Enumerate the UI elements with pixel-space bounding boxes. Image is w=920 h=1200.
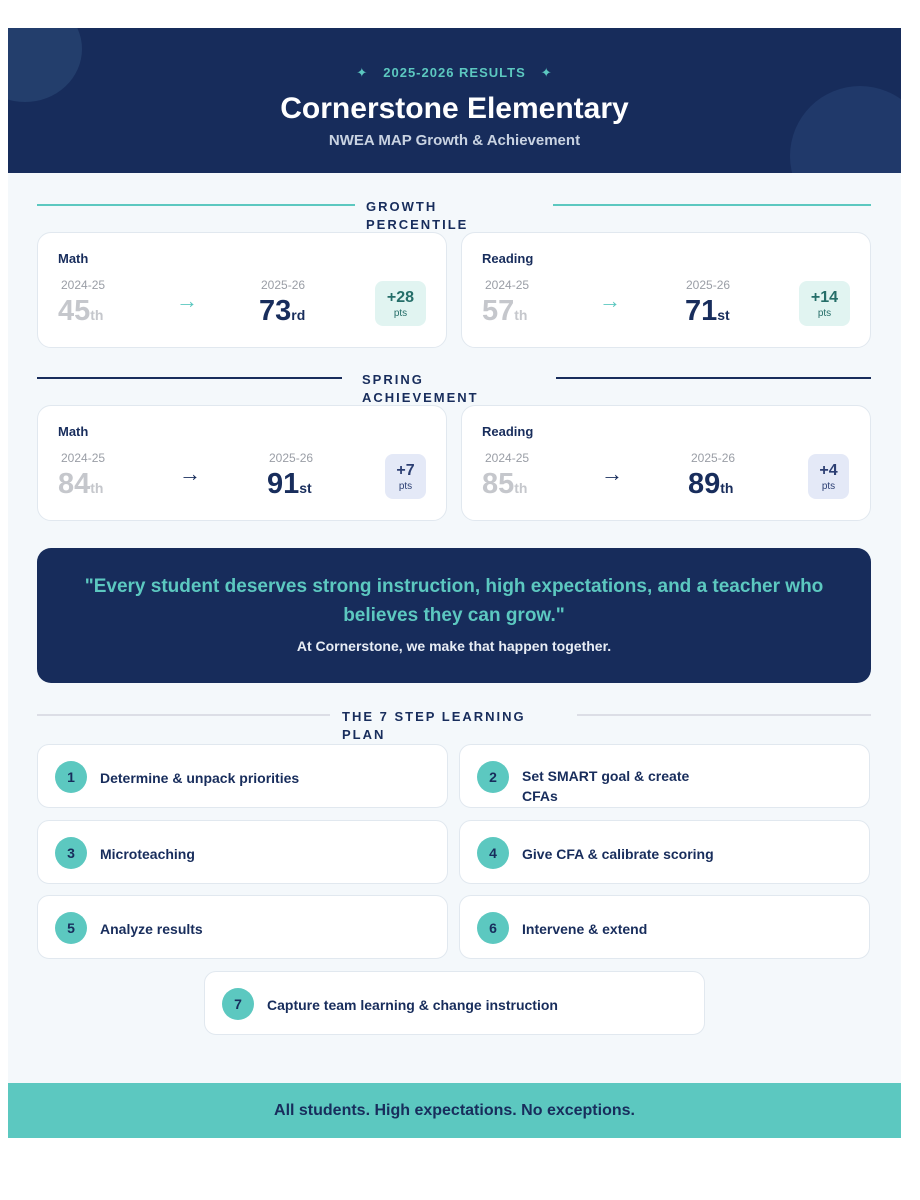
growth-delta-badge: +14 pts	[799, 281, 850, 326]
plan-step-4: 4 Give CFA & calibrate scoring	[459, 820, 870, 884]
header-banner: ✦ 2025-2026 RESULTS ✦ Cornerstone Elementa…	[8, 28, 901, 173]
subject-label: Math	[58, 424, 89, 439]
mission-quote: "Every student deserves strong instructi…	[37, 548, 871, 683]
divider-line	[37, 377, 342, 379]
sparkle-icon: ✦	[540, 65, 553, 80]
plan-step-7: 7 Capture team learning & change instruc…	[204, 971, 705, 1035]
arrow-right-icon: →	[179, 461, 201, 486]
arrow-right-icon: →	[176, 288, 198, 313]
step-label: Capture team learning & change instructi…	[267, 997, 558, 1013]
current-percentile: 73rd	[259, 295, 306, 327]
section-title: SPRING ACHIEVEMENT	[362, 372, 479, 405]
report-subtitle: NWEA MAP Growth & Achievement	[328, 132, 581, 149]
growth-delta-badge: +7 pts	[385, 454, 426, 499]
growth-delta-badge: +4 pts	[808, 454, 849, 499]
previous-percentile: 85th	[482, 468, 528, 500]
current-year: 2025-26	[686, 278, 731, 292]
current-year: 2025-26	[261, 278, 306, 292]
section-heading-achievement: SPRING ACHIEVEMENT	[37, 372, 871, 417]
plan-step-5: 5 Analyze results	[37, 895, 448, 959]
infographic: ✦ 2025-2026 RESULTS ✦ Cornerstone Elementa…	[8, 28, 901, 1138]
growth-card-reading: Reading 2024-25 57th → 2025-26 71st +14 p…	[461, 232, 871, 348]
achievement-card-math: Math 2024-25 84th → 2025-26 91st +7 pts	[37, 405, 447, 521]
step-label: Give CFA & calibrate scoring	[522, 846, 714, 862]
quote-text: "Every student deserves strong instructi…	[84, 576, 824, 626]
quote-subtext: At Cornerstone, we make that happen toge…	[296, 638, 612, 654]
previous-percentile: 84th	[58, 468, 104, 500]
plan-step-2: 2 Set SMART goal & create CFAs	[459, 744, 870, 808]
section-heading-growth: GROWTH PERCENTILE	[37, 199, 871, 244]
previous-year: 2024-25	[61, 278, 106, 292]
divider-line	[556, 377, 871, 379]
previous-year: 2024-25	[485, 451, 530, 465]
current-percentile: 91st	[267, 468, 312, 500]
subject-label: Reading	[482, 251, 534, 266]
school-name: Cornerstone Elementary	[280, 92, 629, 125]
current-year: 2025-26	[691, 451, 736, 465]
divider-line	[37, 714, 330, 716]
step-label: Analyze results	[100, 921, 203, 937]
plan-step-6: 6 Intervene & extend	[459, 895, 870, 959]
step-number: 3	[55, 837, 87, 869]
growth-delta-badge: +28 pts	[375, 281, 426, 326]
growth-card-math: Math 2024-25 45th → 2025-26 73rd +28 pts	[37, 232, 447, 348]
current-percentile: 89th	[688, 468, 734, 500]
plan-step-1: 1 Determine & unpack priorities	[37, 744, 448, 808]
arrow-right-icon: →	[599, 288, 621, 313]
divider-line	[37, 204, 355, 206]
step-number: 4	[477, 837, 509, 869]
previous-year: 2024-25	[485, 278, 530, 292]
divider-line	[577, 714, 871, 716]
plan-step-3: 3 Microteaching	[37, 820, 448, 884]
section-heading-plan: THE 7 STEP LEARNING PLAN	[37, 709, 871, 754]
divider-line	[553, 204, 871, 206]
previous-percentile: 57th	[482, 295, 528, 327]
subject-label: Math	[58, 251, 89, 266]
step-number: 7	[222, 988, 254, 1020]
step-number: 6	[477, 912, 509, 944]
current-percentile: 71st	[685, 295, 730, 327]
results-eyebrow: ✦ 2025-2026 RESULTS ✦	[8, 65, 901, 81]
step-label: Microteaching	[100, 846, 195, 862]
step-number: 2	[477, 761, 509, 793]
step-label: Intervene & extend	[522, 921, 648, 937]
previous-percentile: 45th	[58, 295, 104, 327]
footer-banner: All students. High expectations. No exce…	[8, 1083, 901, 1138]
achievement-card-reading: Reading 2024-25 85th → 2025-26 89th +4 pt…	[461, 405, 871, 521]
eyebrow-text: 2025-2026 RESULTS	[383, 65, 526, 80]
sparkle-icon: ✦	[356, 65, 369, 80]
step-number: 1	[55, 761, 87, 793]
step-number: 5	[55, 912, 87, 944]
section-title: GROWTH PERCENTILE	[366, 199, 469, 232]
step-label: Determine & unpack priorities	[100, 770, 300, 786]
subject-label: Reading	[482, 424, 534, 439]
section-title: THE 7 STEP LEARNING PLAN	[342, 709, 526, 742]
arrow-right-icon: →	[601, 461, 623, 486]
current-year: 2025-26	[269, 451, 314, 465]
step-label: Set SMART goal & create CFAs	[522, 768, 690, 804]
footer-motto: All students. High expectations. No exce…	[274, 1102, 635, 1119]
previous-year: 2024-25	[61, 451, 106, 465]
